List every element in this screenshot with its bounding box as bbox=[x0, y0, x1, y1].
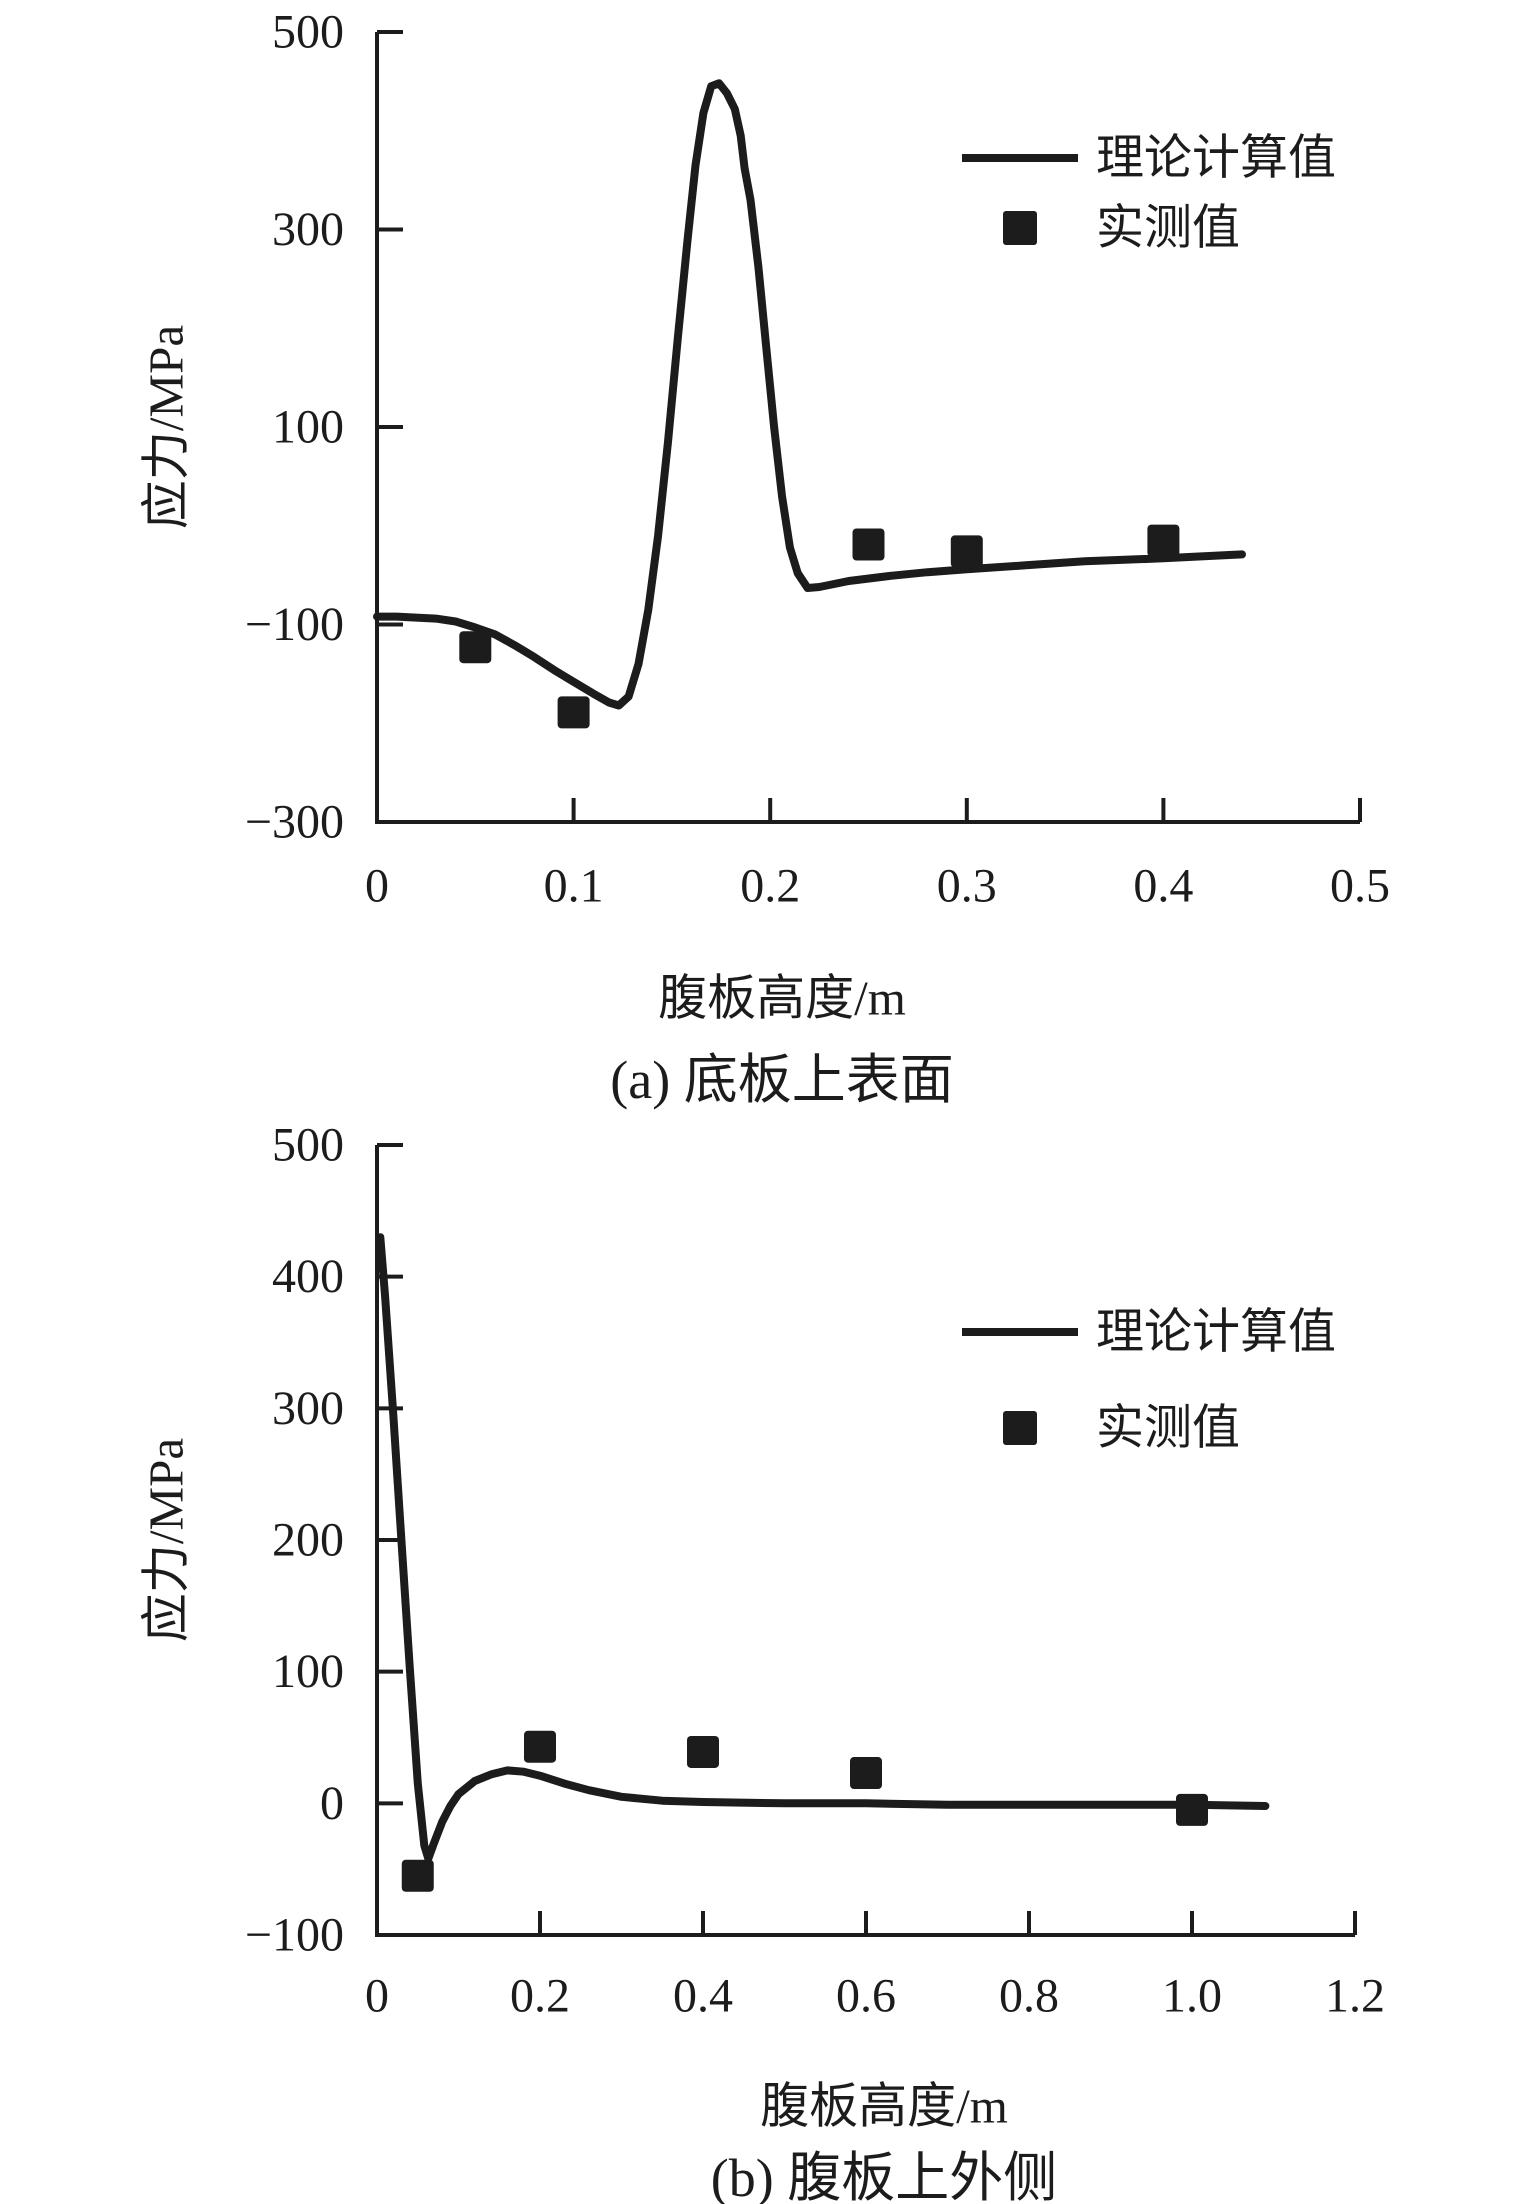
legend-square-sample-b bbox=[1003, 1411, 1037, 1445]
x-tick-label-b: 0.6 bbox=[836, 1970, 896, 2023]
legend-label-measured-b: 实测值 bbox=[1096, 1402, 1240, 1455]
x-tick-label-a: 0.4 bbox=[1133, 860, 1193, 913]
measured-point-b bbox=[401, 1859, 434, 1892]
x-tick-label-b: 1.2 bbox=[1325, 1970, 1385, 2023]
x-tick-label-b: 0.8 bbox=[999, 1970, 1059, 2023]
y-tick-label-b: 300 bbox=[272, 1382, 344, 1435]
caption-b: (b) 腹板上外侧 bbox=[711, 2148, 1057, 2204]
measured-point-b bbox=[1176, 1793, 1208, 1826]
x-tick-label-a: 0.3 bbox=[937, 860, 997, 913]
legend-square-sample-a bbox=[1003, 211, 1037, 245]
y-tick-label-b: 200 bbox=[272, 1514, 344, 1567]
y-tick-label-a: 100 bbox=[272, 401, 344, 454]
y-tick-label-b: 500 bbox=[272, 1119, 344, 1172]
theory-line-b bbox=[376, 1233, 1270, 1863]
x-tick-label-a: 0.5 bbox=[1330, 860, 1390, 913]
theory-line-a bbox=[373, 79, 1246, 710]
axes-b bbox=[375, 1145, 1355, 1937]
x-tick-label-a: 0 bbox=[365, 860, 389, 913]
y-tick-label-a: 500 bbox=[272, 6, 344, 59]
measured-point-b bbox=[687, 1735, 719, 1768]
x-tick-label-b: 0.4 bbox=[673, 1970, 733, 2023]
legend-label-theory-b: 理论计算值 bbox=[1096, 1306, 1336, 1359]
legend-label-measured-a: 实测值 bbox=[1096, 202, 1240, 255]
x-axis-title-b: 腹板高度/m bbox=[760, 2079, 1008, 2134]
x-tick-label-a: 0.2 bbox=[740, 860, 800, 913]
measured-point-a bbox=[852, 528, 885, 561]
chart-a-group: 500 300 100 −100 −300 0 0.1 0.2 0.3 0.4 0.5 理论计算值实测… bbox=[139, 6, 1391, 1111]
caption-a: (a) 底板上表面 bbox=[610, 1050, 953, 1110]
x-tick-label-b: 0.2 bbox=[510, 1970, 570, 2023]
measured-point-a bbox=[459, 631, 492, 664]
measured-point-a bbox=[1147, 524, 1180, 557]
y-axis-title-a: 应力/MPa bbox=[139, 325, 194, 529]
y-axis-title-b: 应力/MPa bbox=[139, 1438, 194, 1642]
y-tick-label-a: −300 bbox=[245, 796, 344, 849]
x-tick-label-b: 1.0 bbox=[1162, 1970, 1222, 2023]
y-tick-label-b: 0 bbox=[320, 1777, 344, 1830]
measured-point-b bbox=[850, 1757, 882, 1790]
x-tick-label-b: 0 bbox=[365, 1970, 389, 2023]
y-tick-label-a: 300 bbox=[272, 203, 344, 256]
y-tick-label-b: 100 bbox=[272, 1645, 344, 1698]
x-tick-label-a: 0.1 bbox=[544, 860, 604, 913]
y-tick-label-b: −100 bbox=[245, 1909, 344, 1962]
legend-label-theory-a: 理论计算值 bbox=[1096, 132, 1336, 185]
measured-point-b bbox=[524, 1730, 556, 1763]
measured-point-a bbox=[557, 696, 590, 729]
y-tick-label-a: −100 bbox=[245, 598, 344, 651]
chart-b-group: 500 400 300 200 100 0 −100 0 0.2 0.4 0.6 0.8 1.0 1.2 理… bbox=[139, 1119, 1386, 2204]
measured-point-a bbox=[950, 535, 983, 568]
x-axis-title-a: 腹板高度/m bbox=[658, 971, 906, 1026]
axes-a bbox=[375, 32, 1360, 824]
y-tick-label-b: 400 bbox=[272, 1250, 344, 1303]
